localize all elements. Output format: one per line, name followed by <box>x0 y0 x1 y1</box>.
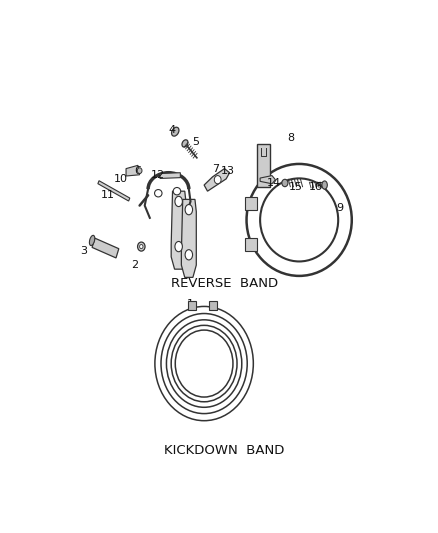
Text: 3: 3 <box>80 246 87 256</box>
Text: 8: 8 <box>287 133 294 143</box>
Text: 1: 1 <box>187 299 194 309</box>
Ellipse shape <box>172 127 179 136</box>
Text: 4: 4 <box>168 125 176 135</box>
Ellipse shape <box>173 188 181 195</box>
Text: 13: 13 <box>221 166 235 176</box>
Ellipse shape <box>140 245 143 248</box>
Text: 12: 12 <box>151 170 165 180</box>
Polygon shape <box>204 168 230 191</box>
Text: 10: 10 <box>114 174 128 184</box>
Bar <box>188 301 196 310</box>
Bar <box>245 238 257 251</box>
Ellipse shape <box>177 332 231 395</box>
Text: 5: 5 <box>192 137 199 147</box>
Bar <box>306 182 325 188</box>
Polygon shape <box>126 165 140 176</box>
Text: 14: 14 <box>267 178 281 188</box>
Text: REVERSE  BAND: REVERSE BAND <box>171 277 278 290</box>
Text: KICKDOWN  BAND: KICKDOWN BAND <box>164 444 285 457</box>
Bar <box>92 238 119 258</box>
Bar <box>245 197 257 209</box>
Ellipse shape <box>185 205 193 215</box>
Ellipse shape <box>247 164 352 276</box>
Polygon shape <box>181 199 196 277</box>
Ellipse shape <box>322 181 327 189</box>
Text: 15: 15 <box>289 182 303 192</box>
Ellipse shape <box>214 175 221 184</box>
Text: 9: 9 <box>336 203 343 213</box>
Ellipse shape <box>260 179 338 262</box>
Bar <box>257 144 270 187</box>
Text: 2: 2 <box>131 260 138 270</box>
Polygon shape <box>98 181 130 201</box>
Ellipse shape <box>89 236 95 246</box>
Text: 7: 7 <box>212 164 219 174</box>
Ellipse shape <box>155 190 162 197</box>
Ellipse shape <box>185 249 193 260</box>
Polygon shape <box>260 175 276 184</box>
Polygon shape <box>160 173 180 179</box>
Bar <box>208 301 217 310</box>
Text: 11: 11 <box>100 190 114 200</box>
Ellipse shape <box>137 168 142 174</box>
Text: 6: 6 <box>134 166 141 176</box>
Ellipse shape <box>175 196 182 207</box>
Ellipse shape <box>282 179 288 187</box>
Ellipse shape <box>182 140 188 147</box>
Text: 16: 16 <box>309 182 323 192</box>
Ellipse shape <box>138 242 145 251</box>
Ellipse shape <box>175 241 182 252</box>
Polygon shape <box>171 191 186 269</box>
